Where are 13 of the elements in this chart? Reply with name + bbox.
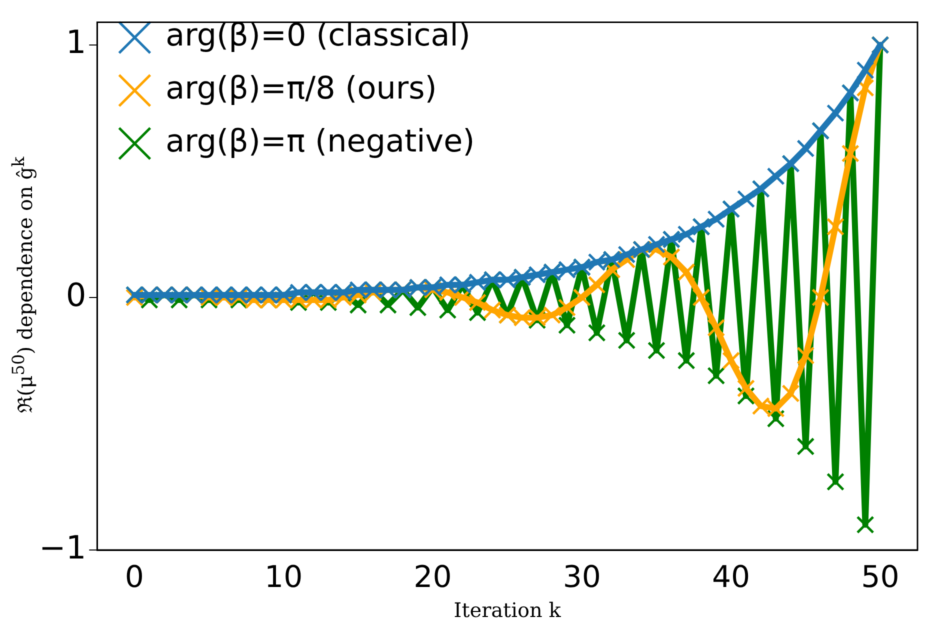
y-tick-label: 0 xyxy=(66,276,86,314)
y-tick-label: −1 xyxy=(39,528,86,566)
legend-label: arg(β)=π/8 (ours) xyxy=(166,70,437,107)
y-tick-label: 1 xyxy=(66,23,86,62)
x-tick-label: 0 xyxy=(124,560,144,595)
x-axis-title: Iteration k xyxy=(454,598,562,622)
x-tick-label: 30 xyxy=(562,560,602,595)
x-tick-label: 20 xyxy=(414,560,452,595)
legend-label: arg(β)=π (negative) xyxy=(166,124,475,160)
x-tick-label: 50 xyxy=(861,560,900,595)
x-tick-label: 10 xyxy=(264,560,303,595)
legend-label: arg(β)=0 (classical) xyxy=(166,18,470,54)
x-tick-label: 40 xyxy=(712,560,750,595)
